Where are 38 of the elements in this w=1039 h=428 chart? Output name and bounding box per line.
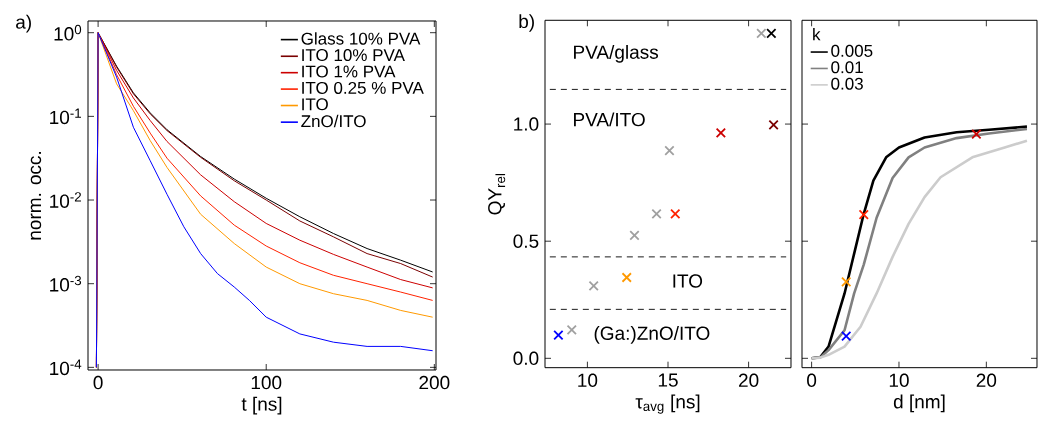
x-axis-title: t [ns]	[241, 396, 282, 415]
annotation: PVA/ITO	[574, 112, 645, 127]
y-axis-title: norm. occ.	[30, 152, 42, 240]
y-axis-title: QY$_{rel}$	[488, 174, 506, 215]
chart-title: b)	[519, 14, 534, 32]
legend-label: 0.03	[831, 77, 863, 90]
legend-label: 0.005	[831, 44, 873, 57]
y-tick-label: 1.0	[514, 117, 539, 131]
chart-title: a)	[16, 14, 31, 33]
legend-title: k	[813, 27, 821, 41]
y-tick-label: 10$^{-3}$	[50, 275, 82, 292]
x-tick-label: 15	[658, 373, 678, 387]
legend-label: Glass 10% PVA	[301, 32, 421, 45]
legend-label: ITO 1% PVA	[302, 65, 396, 78]
x-tick-label: 100	[251, 375, 282, 390]
annotation: (Ga:)ZnO/ITO	[594, 326, 710, 344]
annotation: PVA/glass	[574, 44, 659, 63]
y-tick-label: 10$^{0}$	[54, 24, 82, 41]
legend-label: ITO 10% PVA	[302, 49, 405, 62]
x-axis-title: d [nm]	[893, 394, 945, 413]
x-tick-label: 20	[976, 373, 997, 388]
y-tick-label: 0.0	[513, 351, 539, 366]
x-tick-label: 0	[807, 373, 817, 388]
y-tick-label: 0.5	[513, 234, 539, 248]
annotation: ITO	[673, 274, 703, 288]
y-tick-label: 10$^{-4}$	[50, 359, 82, 376]
legend-label: 0.01	[831, 61, 863, 74]
x-tick-label: 10	[578, 373, 598, 388]
x-tick-label: 20	[738, 373, 759, 388]
x-tick-label: 10	[889, 373, 909, 388]
y-tick-label: 10$^{-2}$	[50, 192, 81, 208]
x-axis-title: τ$_{avg}$ [ns]	[635, 394, 700, 414]
y-tick-label: 10$^{-1}$	[50, 108, 81, 125]
legend-label: ITO	[302, 98, 328, 111]
legend-label: ITO 0.25 % PVA	[302, 81, 424, 94]
legend-label: ZnO/ITO	[301, 114, 366, 128]
x-tick-label: 0	[93, 375, 103, 390]
x-tick-label: 200	[419, 375, 450, 390]
